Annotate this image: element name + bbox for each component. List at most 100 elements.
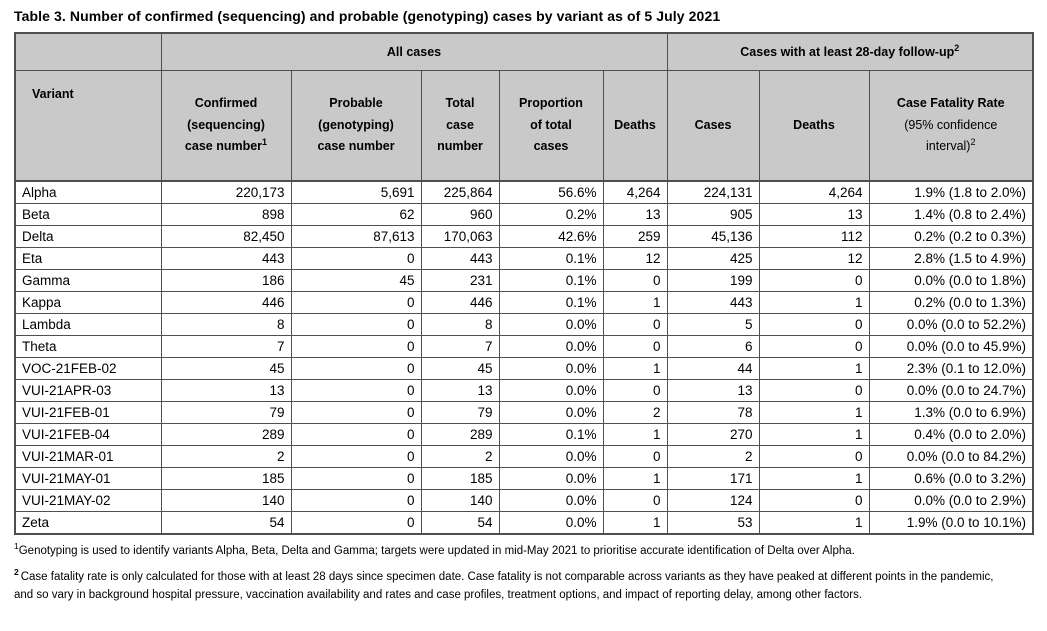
cell-fu-cases: 171 [666,467,760,490]
table-title: Table 3. Number of confirmed (sequencing… [14,8,721,24]
cell-variant: VUI-21MAY-01 [14,467,162,490]
cell-deaths: 0 [602,379,668,402]
column-header-variant: Variant [14,70,162,182]
cell-variant: Kappa [14,291,162,314]
cell-fu-deaths: 1 [758,423,870,446]
footnote-2-marker: 2 [14,567,19,578]
cell-deaths: 0 [602,335,668,358]
cell-deaths: 12 [602,247,668,270]
cell-variant: Zeta [14,511,162,535]
footnote-1-text: Genotyping is used to identify variants … [18,545,855,557]
cell-fu-deaths: 0 [758,269,870,292]
cell-proportion: 0.0% [498,467,604,490]
cell-deaths: 1 [602,357,668,380]
table-row: VUI-21MAR-01 2 0 2 0.0% 0 2 0 0.0% (0.0 to 84.2%… [14,445,1034,468]
cell-variant: VUI-21FEB-04 [14,423,162,446]
column-header-deaths: Deaths [602,70,668,182]
cell-probable: 5,691 [290,180,422,204]
cell-fu-deaths: 1 [758,467,870,490]
column-header-followup-cases: Cases [666,70,760,182]
column-header-cfr: Case Fatality Rate (95% confidence inter… [868,70,1034,182]
cell-variant: VOC-21FEB-02 [14,357,162,380]
cell-fu-cases: 425 [666,247,760,270]
cell-total: 8 [420,313,500,336]
cell-proportion: 0.0% [498,511,604,535]
cell-fu-deaths: 12 [758,247,870,270]
cell-fu-cases: 13 [666,379,760,402]
cell-confirmed: 443 [160,247,292,270]
cell-probable: 0 [290,379,422,402]
cell-fu-cases: 78 [666,401,760,424]
cell-confirmed: 186 [160,269,292,292]
cfr-footnote-marker: 2 [970,137,976,148]
cell-cfr: 0.0% (0.0 to 52.2%) [868,313,1034,336]
footnote-2: 2 Case fatality rate is only calculated f… [14,567,999,604]
table-row: Alpha 220,173 5,691 225,864 56.6% 4,264 224,13… [14,180,1034,204]
cell-deaths: 1 [602,511,668,535]
cell-confirmed: 446 [160,291,292,314]
cell-total: 79 [420,401,500,424]
cell-deaths: 0 [602,489,668,512]
cell-deaths: 1 [602,291,668,314]
cell-proportion: 0.0% [498,401,604,424]
table-row: Beta 898 62 960 0.2% 13 905 13 1.4% (0.8 to 2.4%… [14,203,1034,226]
cell-confirmed: 79 [160,401,292,424]
cell-total: 960 [420,203,500,226]
cell-probable: 0 [290,357,422,380]
cell-fu-cases: 6 [666,335,760,358]
cell-proportion: 0.0% [498,313,604,336]
cell-variant: Gamma [14,269,162,292]
cell-deaths: 0 [602,445,668,468]
table-head: All cases Cases with at least 28-day fol… [14,32,1034,182]
cell-variant: VUI-21MAY-02 [14,489,162,512]
table-row: Theta 7 0 7 0.0% 0 6 0 0.0% (0.0 to 45.9%) [14,335,1034,358]
variant-header-spacer [14,32,162,71]
cell-confirmed: 8 [160,313,292,336]
cell-fu-deaths: 1 [758,291,870,314]
cell-fu-cases: 270 [666,423,760,446]
cell-fu-cases: 45,136 [666,225,760,248]
cell-cfr: 0.4% (0.0 to 2.0%) [868,423,1034,446]
table-body: Alpha 220,173 5,691 225,864 56.6% 4,264 224,13… [14,180,1034,535]
cell-deaths: 13 [602,203,668,226]
cell-total: 170,063 [420,225,500,248]
cell-total: 140 [420,489,500,512]
cell-confirmed: 45 [160,357,292,380]
cell-fu-deaths: 1 [758,511,870,535]
cell-cfr: 0.0% (0.0 to 45.9%) [868,335,1034,358]
followup-footnote-marker: 2 [954,42,960,53]
cell-fu-deaths: 13 [758,203,870,226]
cell-total: 185 [420,467,500,490]
cell-variant: VUI-21APR-03 [14,379,162,402]
cell-total: 289 [420,423,500,446]
cell-fu-cases: 224,131 [666,180,760,204]
cell-variant: VUI-21FEB-01 [14,401,162,424]
cell-cfr: 1.4% (0.8 to 2.4%) [868,203,1034,226]
cell-deaths: 1 [602,467,668,490]
cell-cfr: 1.9% (1.8 to 2.0%) [868,180,1034,204]
cell-proportion: 0.1% [498,423,604,446]
cell-fu-cases: 443 [666,291,760,314]
cell-confirmed: 898 [160,203,292,226]
group-header-all-cases: All cases [160,32,668,71]
cell-proportion: 0.0% [498,335,604,358]
group-header-followup: Cases with at least 28-day follow-up2 [666,32,1034,71]
cell-deaths: 0 [602,269,668,292]
cell-proportion: 0.1% [498,291,604,314]
cell-probable: 62 [290,203,422,226]
table-row: Eta 443 0 443 0.1% 12 425 12 2.8% (1.5 to 4.9%) [14,247,1034,270]
footnote-2-text: Case fatality rate is only calculated fo… [14,571,994,601]
cell-cfr: 0.0% (0.0 to 84.2%) [868,445,1034,468]
cell-confirmed: 7 [160,335,292,358]
cell-cfr: 1.9% (0.0 to 10.1%) [868,511,1034,535]
cell-total: 13 [420,379,500,402]
cell-proportion: 0.0% [498,489,604,512]
cell-total: 225,864 [420,180,500,204]
table-row: Gamma 186 45 231 0.1% 0 199 0 0.0% (0.0 to 1.8%) [14,269,1034,292]
cell-probable: 0 [290,247,422,270]
table-row: Kappa 446 0 446 0.1% 1 443 1 0.2% (0.0 to 1.3%) [14,291,1034,314]
footnote-1: 1Genotyping is used to identify variants… [14,542,999,560]
cell-confirmed: 220,173 [160,180,292,204]
cell-cfr: 0.2% (0.0 to 1.3%) [868,291,1034,314]
group-header-followup-label: Cases with at least 28-day follow-up [740,45,955,59]
